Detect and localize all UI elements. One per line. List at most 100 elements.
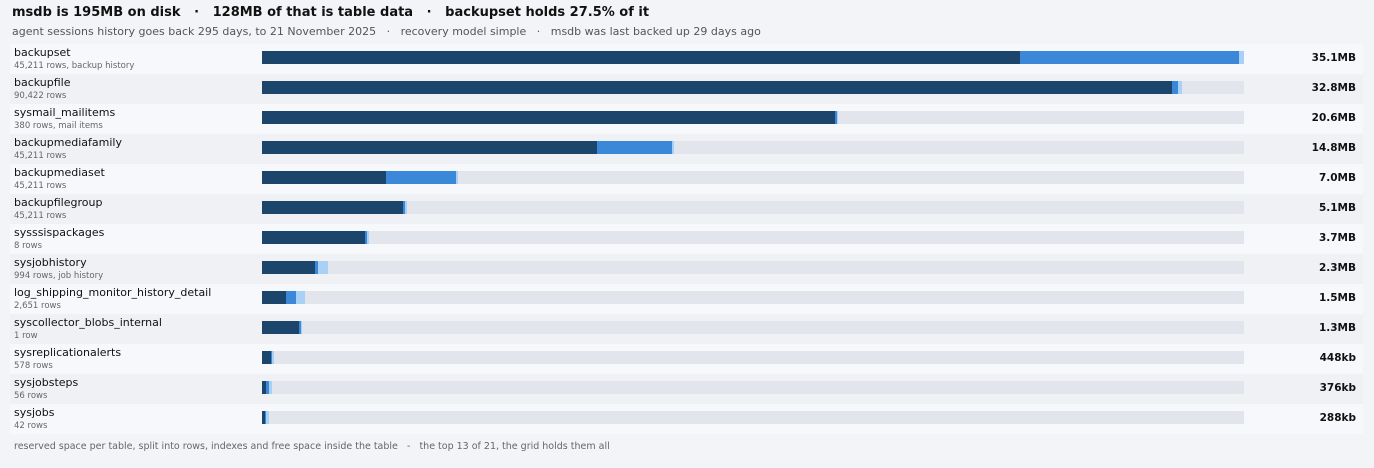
indexes-segment bbox=[403, 201, 406, 214]
table-row[interactable]: sysjobs 42 rows 288kb bbox=[10, 404, 1363, 434]
table-name: backupmediaset bbox=[14, 166, 105, 179]
size-bar-track bbox=[262, 231, 1244, 244]
rows-segment bbox=[262, 171, 386, 184]
table-size: 32.8MB bbox=[1311, 82, 1356, 94]
table-name: syscollector_blobs_internal bbox=[14, 316, 162, 329]
free-space-segment bbox=[317, 261, 328, 274]
table-row-count: 1 row bbox=[14, 331, 38, 341]
rows-segment bbox=[262, 261, 316, 274]
table-size: 1.3MB bbox=[1318, 322, 1356, 334]
table-size: 288kb bbox=[1319, 412, 1356, 424]
table-name: sysjobs bbox=[14, 406, 55, 419]
indexes-segment bbox=[315, 261, 318, 274]
size-bar-track bbox=[262, 321, 1244, 334]
table-size: 5.1MB bbox=[1318, 202, 1356, 214]
table-row[interactable]: sysjobsteps 56 rows 376kb bbox=[10, 374, 1363, 404]
rows-segment bbox=[262, 381, 266, 394]
indexes-segment bbox=[299, 321, 302, 334]
free-space-segment bbox=[265, 411, 269, 424]
size-bar-track bbox=[262, 351, 1244, 364]
free-space-segment bbox=[456, 171, 459, 184]
table-row-count: 380 rows, mail items bbox=[14, 121, 103, 131]
size-bar-track bbox=[262, 141, 1244, 154]
free-space-segment bbox=[367, 231, 370, 244]
rows-segment bbox=[262, 351, 271, 364]
size-bar-track bbox=[262, 411, 1244, 424]
indexes-segment bbox=[1020, 51, 1240, 64]
free-space-segment bbox=[405, 201, 408, 214]
indexes-segment bbox=[596, 141, 673, 154]
table-size: 2.3MB bbox=[1318, 262, 1356, 274]
size-bar-track bbox=[262, 201, 1244, 214]
table-name: sysjobhistory bbox=[14, 256, 87, 269]
table-row[interactable]: sysreplicationalerts 578 rows 448kb bbox=[10, 344, 1363, 374]
table-row-count: 42 rows bbox=[14, 421, 48, 431]
table-row[interactable]: backupmediafamily 45,211 rows 14.8MB bbox=[10, 134, 1363, 164]
size-bar-track bbox=[262, 171, 1244, 184]
table-row-count: 90,422 rows bbox=[14, 91, 67, 101]
table-row-count: 45,211 rows, backup history bbox=[14, 61, 135, 71]
rows-segment bbox=[262, 51, 1021, 64]
table-row[interactable]: sysmail_mailitems 380 rows, mail items 20.… bbox=[10, 104, 1363, 134]
rows-segment bbox=[262, 201, 404, 214]
rows-segment bbox=[262, 411, 265, 424]
size-bar-track bbox=[262, 381, 1244, 394]
table-size: 1.5MB bbox=[1318, 292, 1356, 304]
table-name: sysssispackages bbox=[14, 226, 105, 239]
table-row-count: 45,211 rows bbox=[14, 151, 67, 161]
table-row[interactable]: backupmediaset 45,211 rows 7.0MB bbox=[10, 164, 1363, 194]
table-size: 35.1MB bbox=[1311, 52, 1356, 64]
page-title: msdb is 195MB on disk · 128MB of that is… bbox=[12, 5, 650, 20]
table-name: sysmail_mailitems bbox=[14, 106, 116, 119]
table-row-count: 578 rows bbox=[14, 361, 53, 371]
table-row[interactable]: sysssispackages 8 rows 3.7MB bbox=[10, 224, 1363, 254]
table-row[interactable]: log_shipping_monitor_history_detail 2,651… bbox=[10, 284, 1363, 314]
indexes-segment bbox=[265, 381, 269, 394]
table-size: 20.6MB bbox=[1311, 112, 1356, 124]
free-space-segment bbox=[837, 111, 839, 124]
table-name: backupset bbox=[14, 46, 71, 59]
rows-segment bbox=[262, 231, 366, 244]
free-space-segment bbox=[672, 141, 675, 154]
size-bar-track bbox=[262, 261, 1244, 274]
rows-segment bbox=[262, 291, 286, 304]
table-row[interactable]: sysjobhistory 994 rows, job history 2.3MB bbox=[10, 254, 1363, 284]
table-name: log_shipping_monitor_history_detail bbox=[14, 286, 212, 299]
table-row-count: 45,211 rows bbox=[14, 181, 67, 191]
table-size: 3.7MB bbox=[1318, 232, 1356, 244]
table-row[interactable]: backupfile 90,422 rows 32.8MB bbox=[10, 74, 1363, 104]
table-size: 7.0MB bbox=[1318, 172, 1356, 184]
table-name: sysreplicationalerts bbox=[14, 346, 122, 359]
size-bar-track bbox=[262, 291, 1244, 304]
size-bar-track bbox=[262, 51, 1244, 64]
table-size-list: backupset 45,211 rows, backup history 35.1… bbox=[10, 44, 1363, 434]
indexes-segment bbox=[264, 411, 266, 424]
table-name: backupmediafamily bbox=[14, 136, 122, 149]
table-row[interactable]: backupfilegroup 45,211 rows 5.1MB bbox=[10, 194, 1363, 224]
table-row-count: 2,651 rows bbox=[14, 301, 61, 311]
table-name: sysjobsteps bbox=[14, 376, 79, 389]
table-row-count: 994 rows, job history bbox=[14, 271, 104, 281]
table-size: 14.8MB bbox=[1311, 142, 1356, 154]
table-row-count: 56 rows bbox=[14, 391, 48, 401]
table-size: 376kb bbox=[1319, 382, 1356, 394]
footer-note: reserved space per table, split into row… bbox=[14, 441, 610, 452]
table-row[interactable]: syscollector_blobs_internal 1 row 1.3MB bbox=[10, 314, 1363, 344]
free-space-segment bbox=[271, 351, 274, 364]
table-name: backupfilegroup bbox=[14, 196, 103, 209]
free-space-segment bbox=[301, 321, 303, 334]
rows-segment bbox=[262, 321, 300, 334]
size-bar-track bbox=[262, 81, 1244, 94]
rows-segment bbox=[262, 81, 1173, 94]
table-row[interactable]: backupset 45,211 rows, backup history 35.1… bbox=[10, 44, 1363, 74]
size-bar-track bbox=[262, 111, 1244, 124]
free-space-segment bbox=[268, 381, 272, 394]
indexes-segment bbox=[365, 231, 368, 244]
indexes-segment bbox=[835, 111, 838, 124]
rows-segment bbox=[262, 111, 836, 124]
rows-segment bbox=[262, 141, 597, 154]
page-subtitle: agent sessions history goes back 295 day… bbox=[12, 25, 761, 38]
free-space-segment bbox=[1178, 81, 1183, 94]
indexes-segment bbox=[1172, 81, 1179, 94]
indexes-segment bbox=[385, 171, 457, 184]
